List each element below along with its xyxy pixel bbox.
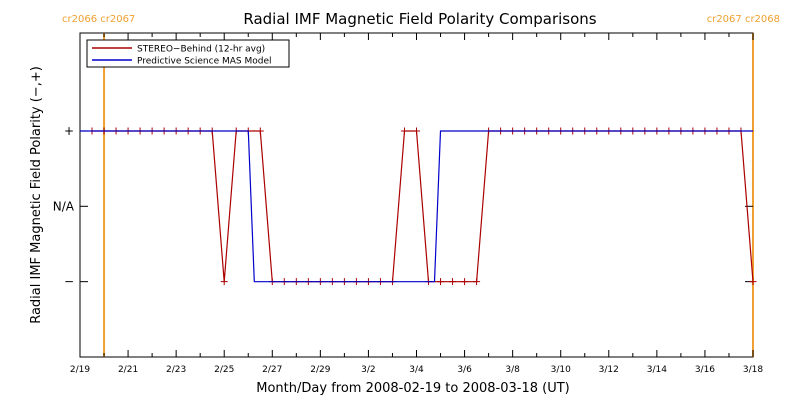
data-point-0-31 xyxy=(461,278,469,286)
chart-title: Radial IMF Magnetic Field Polarity Compa… xyxy=(243,10,596,28)
x-tick-label: 3/4 xyxy=(409,365,424,375)
x-tick-label: 2/25 xyxy=(214,365,234,375)
series-line-1 xyxy=(80,130,753,283)
data-point-0-30 xyxy=(449,278,457,286)
x-tick-label: 2/27 xyxy=(262,365,282,375)
data-point-0-55 xyxy=(749,278,757,286)
series-layer xyxy=(80,127,757,286)
y-axis-label: Radial IMF Magnetic Field Polarity (−,+) xyxy=(29,66,44,324)
data-point-0-27 xyxy=(413,127,420,135)
x-tick-label: 3/8 xyxy=(505,365,520,375)
data-point-0-26 xyxy=(400,127,408,135)
x-tick-label: 3/10 xyxy=(551,365,571,375)
legend-entry-0: STEREO−Behind (12-hr avg) xyxy=(137,45,265,55)
x-tick-label: 2/29 xyxy=(310,365,330,375)
x-tick-label: 3/14 xyxy=(647,365,667,375)
cr-marker-label-1: cr2067 cr2068 xyxy=(707,14,780,25)
x-tick-label: 3/12 xyxy=(599,365,619,375)
data-point-0-14 xyxy=(256,127,264,135)
legend: STEREO−Behind (12-hr avg) Predictive Scie… xyxy=(86,39,290,68)
cr-marker-label-0: cr2066 cr2067 xyxy=(62,14,135,25)
x-axis-ticks: 2/19 2/21 2/23 2/25 2/27 2/29 3/2 3/4 3/6 3/8 3/10… xyxy=(70,33,763,375)
x-tick-label: 2/19 xyxy=(70,365,90,375)
data-point-0-29 xyxy=(437,278,445,286)
x-tick-label: 3/6 xyxy=(457,365,472,375)
x-axis-label: Month/Day from 2008-02-19 to 2008-03-18 … xyxy=(256,381,569,396)
legend-box xyxy=(86,39,290,68)
x-tick-label: 3/2 xyxy=(361,365,375,375)
y-tick-label: − xyxy=(64,275,74,289)
y-tick-label: + xyxy=(64,124,74,138)
legend-entry-1: Predictive Science MAS Model xyxy=(137,57,272,67)
plot-frame xyxy=(79,32,754,358)
x-tick-label: 3/18 xyxy=(743,365,763,375)
x-tick-label: 3/16 xyxy=(695,365,715,375)
x-tick-label: 2/23 xyxy=(166,365,186,375)
data-point-0-32 xyxy=(473,278,481,286)
data-point-0-11 xyxy=(220,278,228,286)
carrington-rotation-markers: cr2066 cr2067 cr2067 cr2068 xyxy=(62,14,780,357)
x-tick-label: 2/21 xyxy=(118,365,138,375)
series-line-0 xyxy=(92,130,754,283)
y-tick-label: N/A xyxy=(53,199,75,213)
